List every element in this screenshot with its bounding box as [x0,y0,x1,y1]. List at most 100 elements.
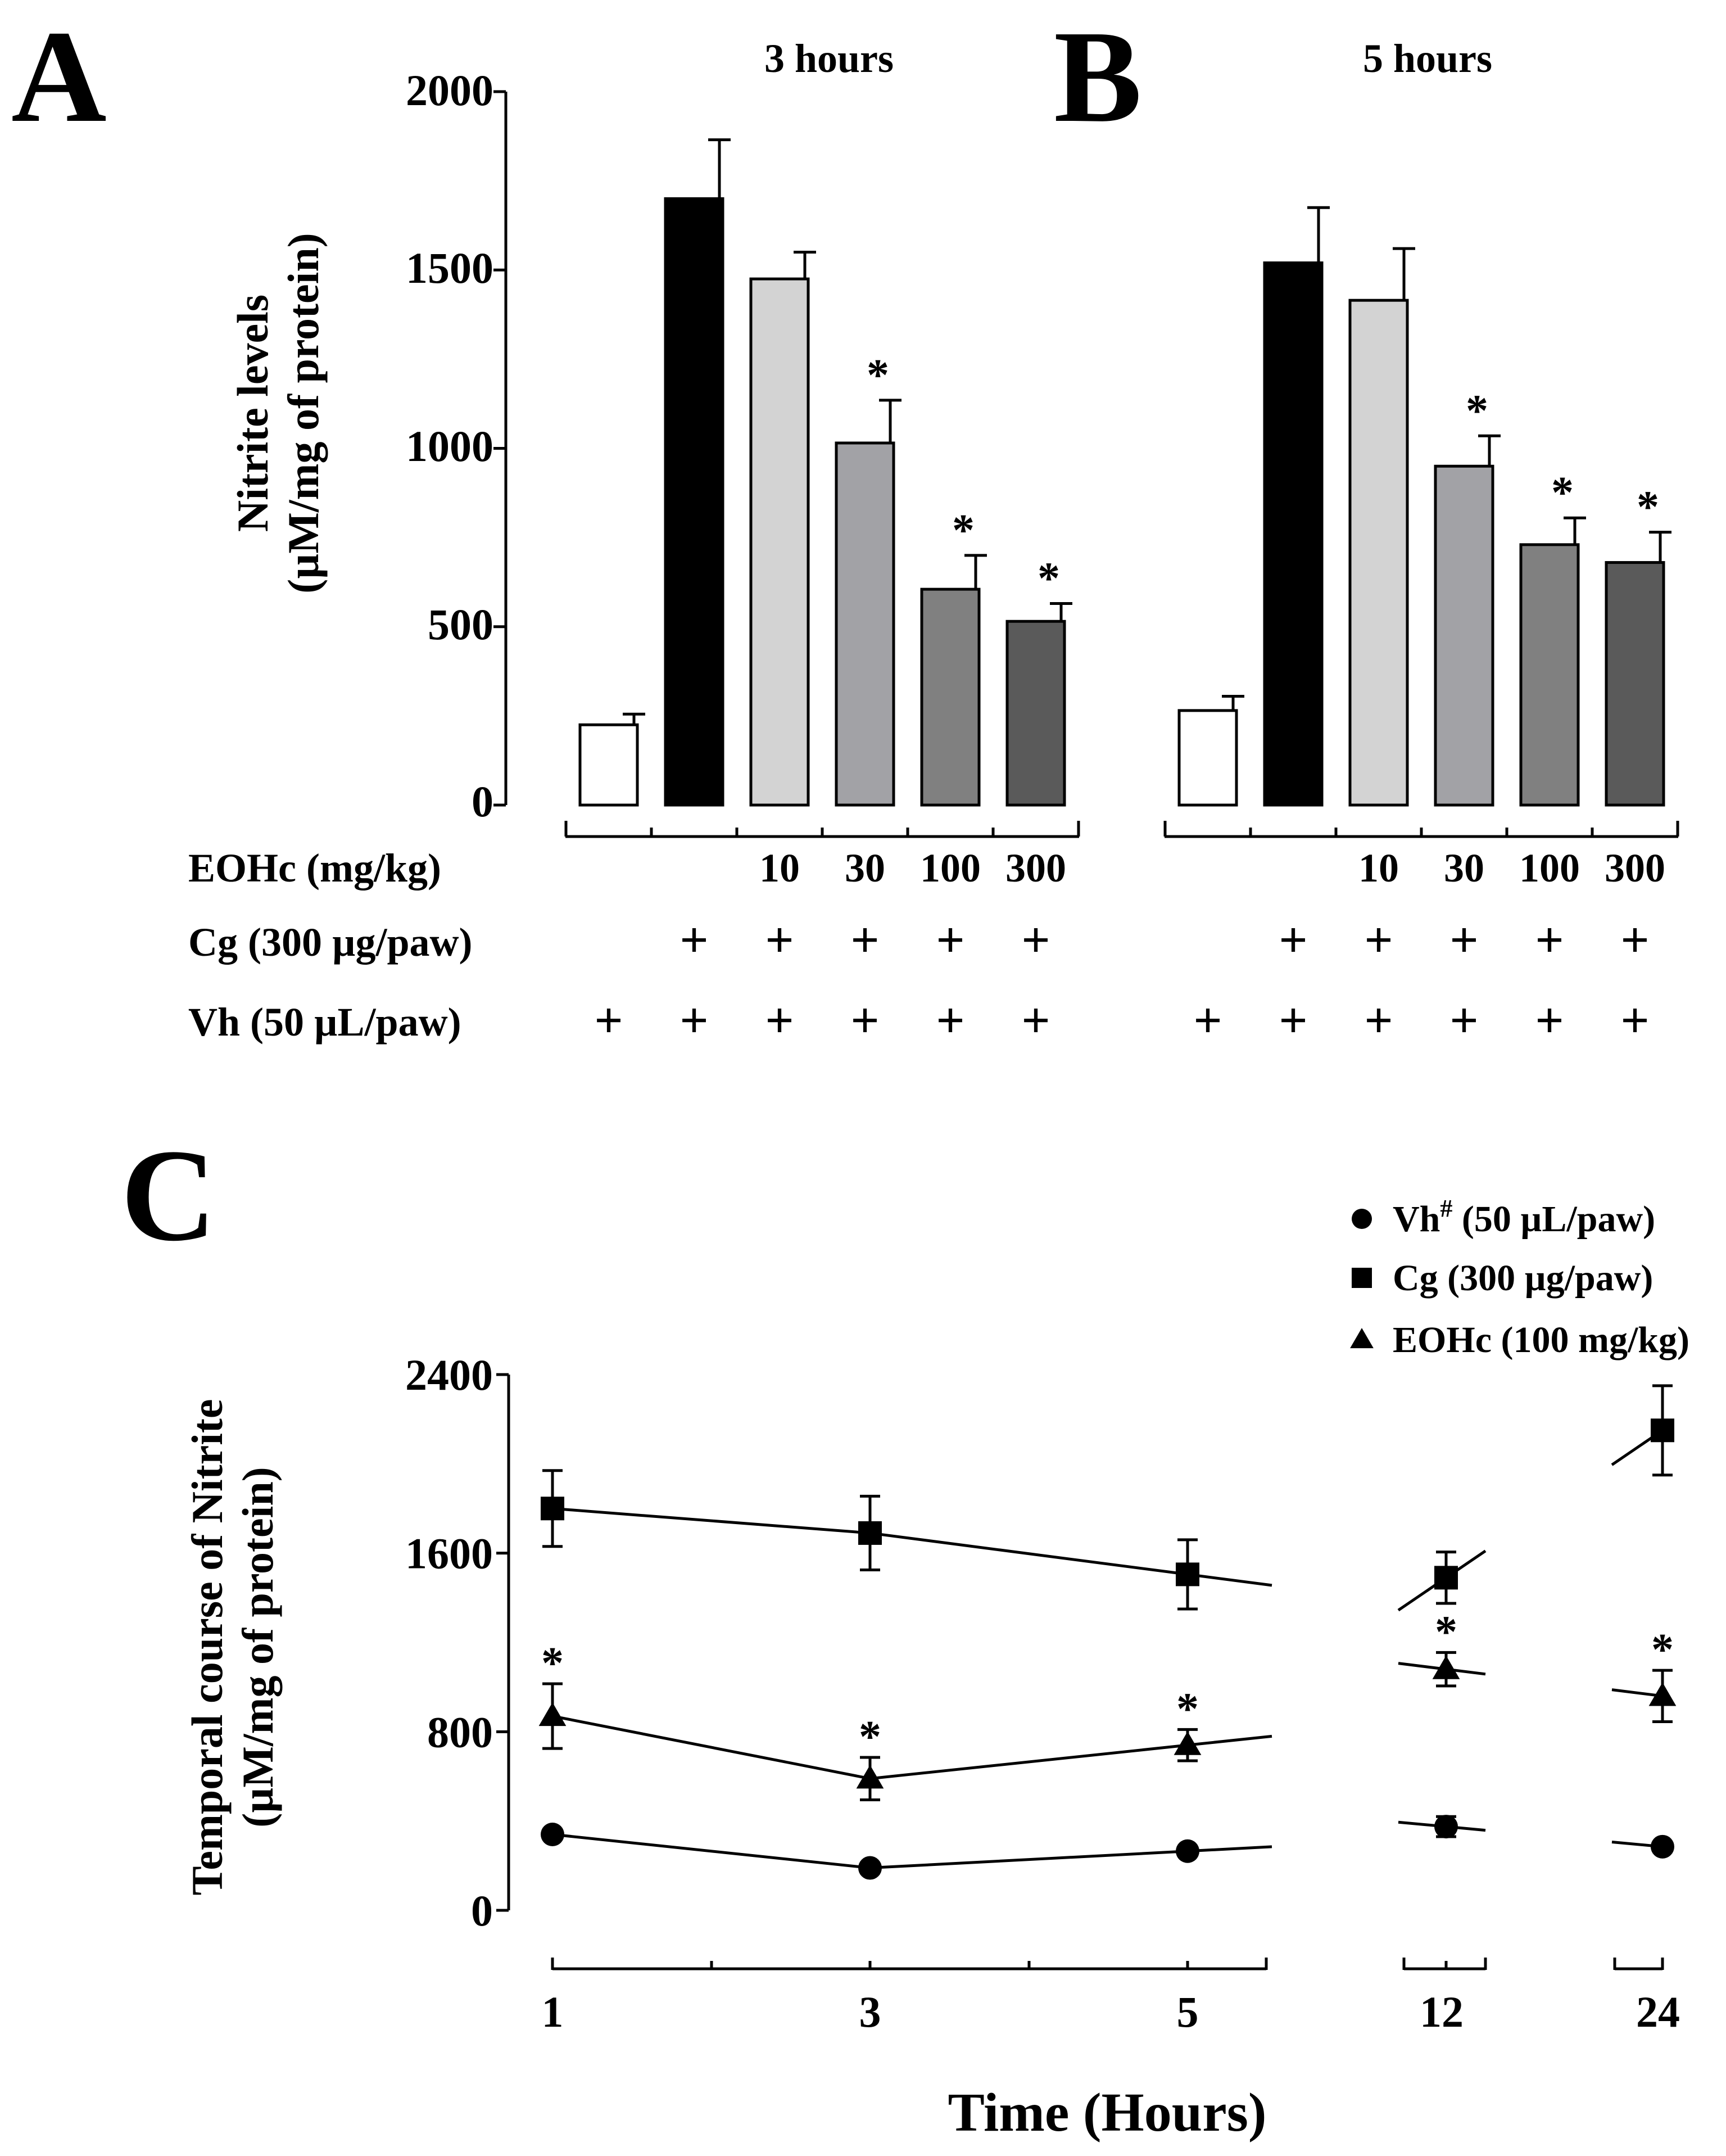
c-ylabel-line2: (µM/mg of protein) [233,1467,282,1827]
panel-a-chart: 3 hours * * * + + +10 + +30 + +100 + +300 + + [493,36,1080,1048]
row-label-eohc: EOHc (mg/kg) [188,846,441,891]
cg-plus-5: + [936,912,964,968]
panel-title: 5 hours [1363,36,1492,81]
row-label-vh: Vh (50 µL/paw) [188,1000,461,1045]
ab-ytick-2000: 2000 [406,66,493,115]
eohc-dose-4: 30 [1444,846,1484,891]
vh-plus-1: + [594,993,623,1048]
cg-plus-6: + [1620,912,1649,968]
bar-6 [1605,561,1665,807]
vh-plus-1: + [1193,993,1222,1048]
bar-6 [1005,620,1066,807]
eohc-dose-6: 300 [1005,846,1066,891]
significance-star-4: * [867,351,889,400]
significance-star-5: * [952,506,975,555]
bar-5 [920,587,981,807]
c-xtick-label-24: 24 [1636,1987,1680,2036]
c-xtick-label-12: 12 [1420,1987,1464,2036]
c-xlabel: Time (Hours) [948,2082,1266,2143]
eohc-dose-5: 100 [1519,846,1580,891]
series-3-point-2 [856,1765,884,1789]
series-1-point-2 [858,1856,882,1880]
series-1-point-3 [1176,1839,1199,1863]
bar-5 [1519,543,1580,807]
legend-marker-2 [1352,1268,1372,1288]
c-ylabel-group: Temporal course of Nitrite (µM/mg of prot… [183,1399,282,1895]
series-3-point-5 [1648,1682,1677,1706]
series-2-point-1 [541,1497,564,1521]
panel-letter-c: C [121,1122,216,1268]
significance-star-6: * [1038,554,1060,604]
eohc-dose-4: 30 [845,846,885,891]
vh-plus-5: + [936,993,964,1048]
bar-1 [1177,709,1238,807]
cg-plus-3: + [1364,912,1393,968]
bar-3 [749,277,810,807]
bar-2 [1263,261,1324,807]
series-2-point-5 [1651,1418,1674,1443]
series-3-point-3 [1174,1731,1202,1755]
panel-b-chart: 5 hours * * * + + +10 + +30 + +100 + +300 + + [1163,36,1679,1048]
vh-plus-5: + [1535,993,1564,1048]
series-1-point-1 [541,1822,564,1846]
significance-star-5: * [1551,468,1574,518]
legend-marker-3 [1350,1328,1374,1349]
series-3-point-1 [538,1702,567,1726]
cg-plus-3: + [765,912,794,968]
c-ylabel-line1: Temporal course of Nitrite [183,1399,232,1895]
vh-plus-2: + [1279,993,1307,1048]
c-ytick-label-2400: 2400 [405,1350,493,1399]
significance-star-6: * [1637,483,1659,532]
bar-2 [664,197,724,807]
eohc-dose-3: 10 [759,846,800,891]
bar-4 [835,441,895,807]
legend-label-2: Cg (300 µg/paw) [1393,1258,1653,1299]
line-2-segment-1 [552,1507,1272,1587]
cg-plus-2: + [679,912,708,968]
legend-label-3: EOHc (100 mg/kg) [1393,1319,1689,1361]
eohc-dose-3: 10 [1358,846,1399,891]
series-3-star-5: * [1651,1625,1674,1675]
line-3-segment-3 [1611,1688,1663,1698]
series-2-point-4 [1434,1566,1458,1590]
series-2-point-3 [1176,1562,1199,1587]
series-1-point-5 [1651,1834,1674,1859]
vh-plus-2: + [679,993,708,1048]
vh-plus-4: + [850,993,879,1048]
cg-plus-2: + [1279,912,1307,968]
c-xtick-label-5: 5 [1177,1987,1199,2036]
eohc-dose-5: 100 [920,846,981,891]
panel-title: 3 hours [764,36,894,81]
ab-ytick-0: 0 [472,777,493,826]
cg-plus-5: + [1535,912,1564,968]
cg-plus-6: + [1021,912,1050,968]
row-label-cg: Cg (300 µg/paw) [188,920,472,965]
panel-letter-a: A [11,3,107,150]
series-3-star-1: * [541,1639,564,1688]
ab-ylabel-group: Nitrite levels (µM/mg of protein) [228,233,328,593]
series-2-point-2 [858,1521,882,1545]
c-ytick-label-0: 0 [471,1886,493,1935]
c-xtick-label-3: 3 [859,1987,881,2036]
ab-ytick-500: 500 [428,600,493,649]
panel-c-chart: 0 800 1600 2400 Temporal course of Nitrite (µ… [183,1195,1689,2143]
c-xtick-label-1: 1 [542,1987,564,2036]
c-ytick-label-800: 800 [427,1707,493,1756]
legend-label-1: Vh# (50 µL/paw) [1393,1195,1655,1240]
series-3-star-2: * [859,1712,881,1762]
cg-plus-4: + [1449,912,1478,968]
bar-4 [1434,464,1494,807]
vh-plus-4: + [1449,993,1478,1048]
vh-plus-6: + [1620,993,1649,1048]
ab-ylabel-line1: Nitrite levels [228,295,277,532]
series-3-point-4 [1432,1655,1460,1679]
panel-letter-b: B [1054,3,1142,150]
ab-ytick-1500: 1500 [406,243,493,292]
series-1-point-4 [1434,1815,1458,1839]
bar-1 [578,723,639,807]
vh-plus-3: + [765,993,794,1048]
vh-plus-6: + [1021,993,1050,1048]
line-3-segment-1 [552,1715,1272,1780]
